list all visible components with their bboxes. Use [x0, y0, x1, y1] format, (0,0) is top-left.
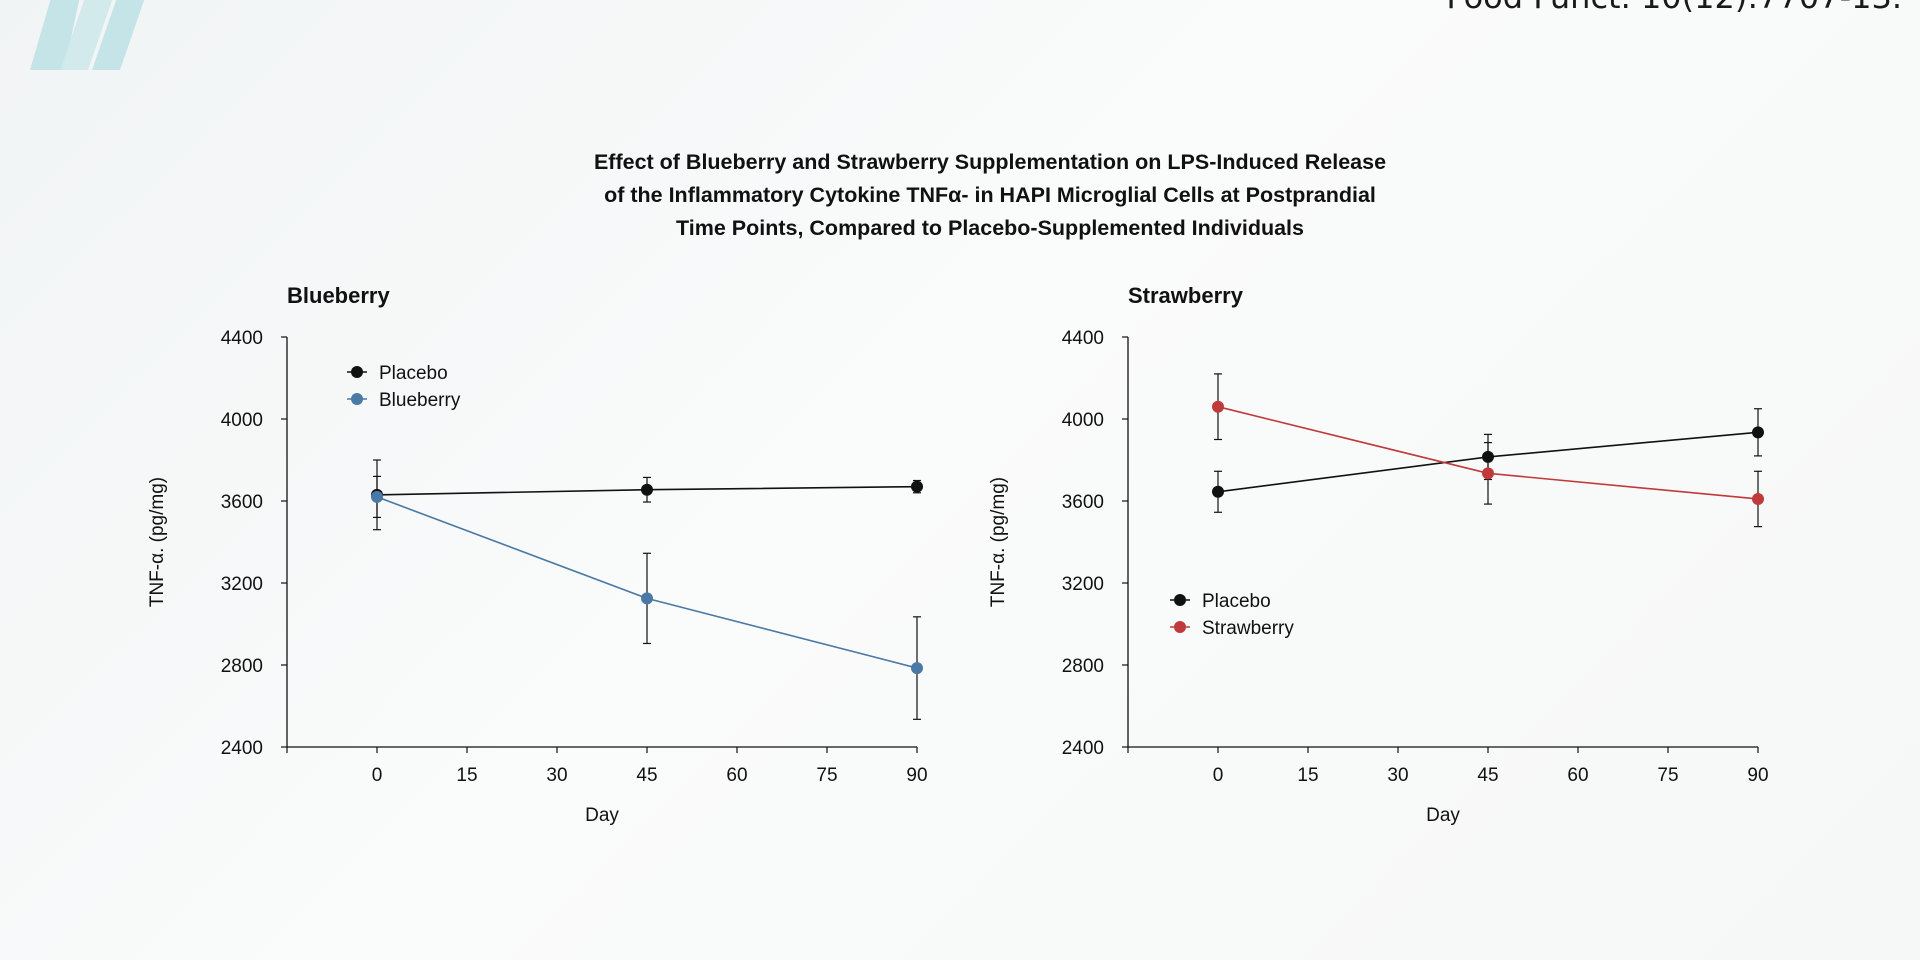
y-axis-label: TNF-α. (pg/mg): [988, 477, 1009, 607]
x-tick-label: 15: [456, 765, 477, 786]
data-point-strawberry: [1482, 467, 1494, 480]
x-tick-label: 0: [372, 765, 383, 786]
y-tick-label: 4000: [221, 410, 263, 431]
x-tick-label: 45: [636, 765, 657, 786]
data-point-placebo: [911, 480, 923, 493]
x-tick-label: 60: [1567, 765, 1588, 786]
brand-logo: [30, 0, 145, 70]
y-tick-label: 2800: [221, 656, 263, 677]
x-tick-label: 45: [1477, 765, 1498, 786]
x-axis-label: Day: [1426, 805, 1460, 826]
legend-label: Blueberry: [379, 390, 461, 411]
data-point-blueberry: [911, 662, 923, 675]
x-tick-label: 75: [1657, 765, 1678, 786]
y-tick-label: 3600: [1062, 492, 1104, 513]
y-tick-label: 4400: [221, 328, 263, 349]
figure-title-line: Effect of Blueberry and Strawberry Suppl…: [593, 150, 1387, 174]
y-tick-label: 4400: [1062, 328, 1104, 349]
x-tick-label: 90: [906, 765, 927, 786]
legend-label: Strawberry: [1202, 618, 1294, 639]
panel-title: Strawberry: [1128, 283, 1244, 308]
data-point-strawberry: [1752, 492, 1764, 505]
legend-label: Placebo: [379, 363, 448, 384]
legend-marker: [1174, 594, 1186, 606]
y-tick-label: 2800: [1062, 656, 1104, 677]
x-tick-label: 30: [546, 765, 567, 786]
citation-text: Food Funct. 10(12):7707-13.: [1446, 0, 1902, 16]
data-point-placebo: [1752, 426, 1764, 439]
y-tick-label: 2400: [221, 738, 263, 759]
legend-marker: [351, 366, 363, 378]
figure-title-line: of the Inflammatory Cytokine TNFα- in HA…: [604, 183, 1376, 207]
data-point-placebo: [641, 483, 653, 496]
legend-label: Placebo: [1202, 591, 1271, 612]
x-tick-label: 15: [1297, 765, 1318, 786]
y-axis-label: TNF-α. (pg/mg): [147, 477, 168, 607]
legend-marker: [351, 393, 363, 405]
x-tick-label: 90: [1747, 765, 1768, 786]
x-axis-label: Day: [585, 805, 619, 826]
data-point-strawberry: [1212, 400, 1224, 413]
x-tick-label: 60: [726, 765, 747, 786]
figure-title-line: Time Points, Compared to Placebo-Supplem…: [676, 216, 1304, 240]
x-tick-label: 0: [1213, 765, 1224, 786]
y-tick-label: 2400: [1062, 738, 1104, 759]
data-point-placebo: [1212, 485, 1224, 498]
y-tick-label: 4000: [1062, 410, 1104, 431]
legend-marker: [1174, 621, 1186, 633]
panel-title: Blueberry: [287, 283, 390, 308]
figure-title: Effect of Blueberry and Strawberry Suppl…: [460, 146, 1520, 245]
y-tick-label: 3600: [221, 492, 263, 513]
y-tick-label: 3200: [1062, 574, 1104, 595]
x-tick-label: 75: [816, 765, 837, 786]
data-point-blueberry: [641, 592, 653, 605]
y-tick-label: 3200: [221, 574, 263, 595]
x-tick-label: 30: [1387, 765, 1408, 786]
data-point-blueberry: [371, 490, 383, 503]
